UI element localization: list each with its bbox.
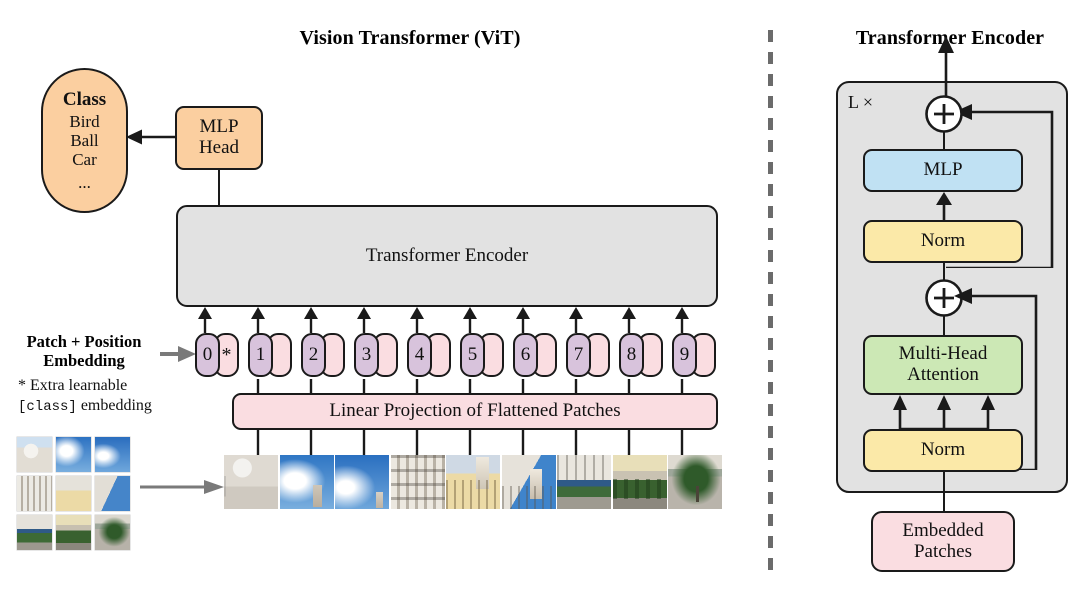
class-output-box: Class Bird Ball Car ... — [41, 68, 128, 213]
patch-thumb-5 — [446, 455, 500, 509]
layer-repeat-label: L × — [848, 92, 873, 112]
page-title-vit: Vision Transformer (ViT) — [299, 27, 521, 49]
token-5[interactable]: 5 — [460, 333, 504, 377]
patch-thumb-9 — [668, 455, 722, 509]
source-patch-r3c3 — [95, 515, 130, 550]
arrows-tokens-to-encoder — [198, 307, 689, 333]
class-box-item-car: Car — [72, 150, 97, 170]
extra-learnable-note-line2: [class] embedding — [18, 396, 178, 417]
connector-attention-to-add-mid — [942, 316, 946, 335]
patch-thumb-3 — [335, 455, 389, 509]
patch-thumb-2 — [279, 455, 334, 509]
patch-thumb-8 — [612, 455, 667, 509]
multi-head-attention-block: Multi-Head Attention — [863, 335, 1023, 395]
token-row: 0 * 1 2 3 4 5 6 7 — [176, 333, 718, 379]
token-7-number: 7 — [566, 333, 591, 377]
token-7[interactable]: 7 — [566, 333, 610, 377]
token-5-number: 5 — [460, 333, 485, 377]
mlp-block-label: MLP — [923, 159, 963, 181]
mlp-head-box: MLP Head — [175, 106, 263, 170]
norm-block-top: Norm — [863, 220, 1023, 263]
token-3-number: 3 — [354, 333, 379, 377]
norm-block-bottom: Norm — [863, 429, 1023, 472]
norm-block-top-label: Norm — [920, 230, 966, 252]
patch-thumb-1 — [224, 455, 278, 509]
class-box-item-bird: Bird — [69, 111, 100, 131]
embedded-patches-label-line1: Embedded — [902, 519, 984, 541]
patch-position-embedding-line1: Patch + Position — [26, 332, 142, 351]
source-patch-r3c2 — [56, 515, 91, 550]
mlp-head-label-line1: MLP — [199, 116, 239, 138]
token-6[interactable]: 6 — [513, 333, 557, 377]
transformer-encoder-label: Transformer Encoder — [365, 244, 529, 266]
connectors-tokens-to-linear-projection — [256, 379, 684, 395]
linear-projection-box: Linear Projection of Flattened Patches — [232, 393, 718, 430]
class-box-item-ball: Ball — [70, 131, 99, 151]
extra-learnable-note: * Extra learnable [class] embedding — [18, 376, 178, 417]
patch-thumb-6 — [501, 455, 556, 509]
embedded-patches-label-line2: Patches — [913, 540, 973, 562]
mlp-head-label-line2: Head — [198, 137, 240, 158]
token-8[interactable]: 8 — [619, 333, 663, 377]
transformer-encoder-box: Transformer Encoder — [176, 205, 718, 307]
patch-thumb-7 — [557, 455, 611, 509]
token-2[interactable]: 2 — [301, 333, 345, 377]
token-0-star: * — [221, 343, 232, 366]
arrow-embedding-label-to-tokens — [160, 346, 196, 362]
connector-encoder-to-mlphead — [218, 169, 221, 209]
token-1-number: 1 — [248, 333, 273, 377]
multi-head-attention-label-line1: Multi-Head — [898, 343, 988, 365]
connector-embedded-patches-to-norm-bottom — [942, 471, 946, 511]
token-6-number: 6 — [513, 333, 538, 377]
token-4[interactable]: 4 — [407, 333, 451, 377]
arrow-encoder-output — [938, 36, 954, 96]
token-8-number: 8 — [619, 333, 644, 377]
patch-position-embedding-line2: Embedding — [43, 351, 125, 371]
source-patch-r2c2 — [56, 476, 91, 511]
source-patch-r1c1 — [17, 437, 52, 472]
source-patch-r2c1 — [17, 476, 52, 511]
token-4-number: 4 — [407, 333, 432, 377]
arrow-source-grid-to-patches — [140, 480, 224, 494]
token-0[interactable]: 0 * — [195, 333, 239, 377]
connector-add-mid-to-norm-top — [942, 262, 946, 286]
class-token-code: [class] — [18, 399, 77, 415]
class-box-header: Class — [62, 89, 107, 111]
qkv-arrows-norm-to-attention — [893, 395, 995, 429]
token-0-number: 0 — [195, 333, 220, 377]
source-patch-r1c2 — [56, 437, 91, 472]
source-image-grid — [17, 437, 130, 550]
linear-projection-label: Linear Projection of Flattened Patches — [329, 400, 621, 422]
residual-connection-attention — [946, 288, 1038, 470]
extra-learnable-note-rest: embedding — [76, 397, 152, 414]
norm-block-bottom-label: Norm — [920, 439, 966, 461]
page-title-transformer-encoder: Transformer Encoder — [855, 27, 1045, 49]
token-2-number: 2 — [301, 333, 326, 377]
token-1[interactable]: 1 — [248, 333, 292, 377]
multi-head-attention-label-line2: Attention — [907, 364, 979, 385]
arrow-norm-to-mlp — [936, 192, 952, 220]
arrow-mlphead-to-class — [126, 129, 177, 145]
token-3[interactable]: 3 — [354, 333, 398, 377]
source-patch-r3c1 — [17, 515, 52, 550]
token-9[interactable]: 9 — [672, 333, 716, 377]
token-9-number: 9 — [672, 333, 697, 377]
mlp-block: MLP — [863, 149, 1023, 192]
panel-divider — [768, 30, 773, 570]
patch-sequence — [224, 455, 724, 509]
embedded-patches-block: Embedded Patches — [871, 511, 1015, 572]
extra-learnable-note-line1: * Extra learnable — [18, 377, 128, 394]
connectors-linear-projection-to-patches — [256, 430, 684, 456]
patch-position-embedding-label: Patch + Position Embedding — [8, 332, 160, 370]
connector-mlp-to-add-top — [942, 132, 946, 149]
patch-thumb-4 — [390, 455, 445, 509]
add-node-top — [925, 95, 963, 133]
residual-connection-mlp — [946, 104, 1054, 268]
class-box-ellipsis: ... — [78, 172, 91, 192]
source-patch-r2c3 — [95, 476, 130, 511]
source-patch-r1c3 — [95, 437, 130, 472]
